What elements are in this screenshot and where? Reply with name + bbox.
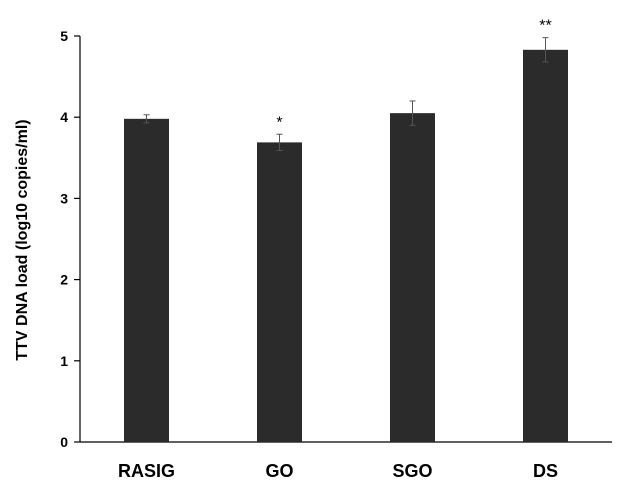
labels: 0 1 2 3 4 5 RASIG GO * SGO DS ** xyxy=(60,18,558,481)
y-tick-label: 5 xyxy=(60,28,68,44)
bars xyxy=(124,49,568,442)
significance-marker: * xyxy=(276,114,282,131)
significance-marker: ** xyxy=(539,18,551,35)
x-category-label: SGO xyxy=(392,461,432,481)
x-category-label: RASIG xyxy=(118,461,175,481)
bar-sgo xyxy=(390,113,435,442)
bar-ds xyxy=(523,49,568,442)
y-tick-label: 3 xyxy=(60,190,68,206)
y-tick-label: 0 xyxy=(60,434,68,450)
y-tick-label: 4 xyxy=(60,109,68,125)
y-axis-title: TTV DNA load (log10 copies/ml) xyxy=(14,119,31,360)
x-category-label: DS xyxy=(533,461,558,481)
bar-go xyxy=(257,142,302,442)
bar-rasig xyxy=(124,118,169,442)
x-category-label: GO xyxy=(265,461,293,481)
y-tick-label: 1 xyxy=(60,353,68,369)
error-bars xyxy=(143,37,549,151)
y-tick-label: 2 xyxy=(60,272,68,288)
